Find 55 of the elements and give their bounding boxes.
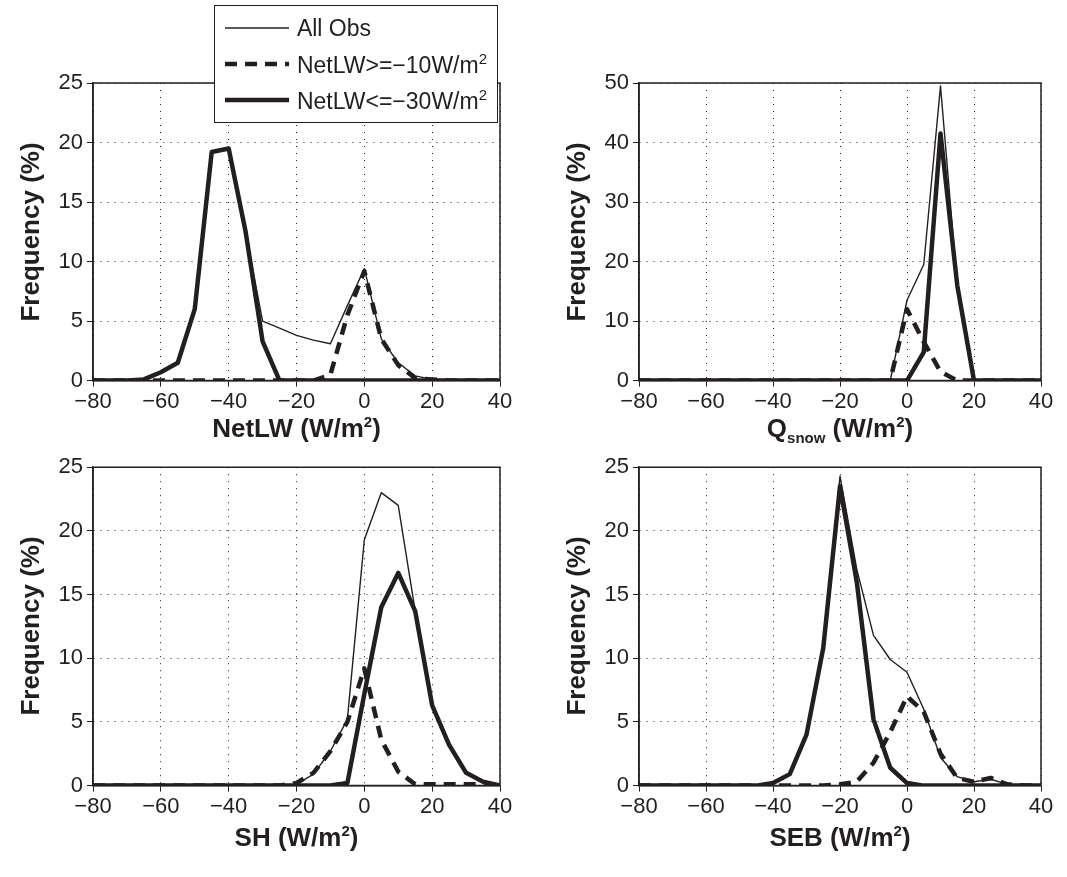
y-tick-label: 30 [604, 188, 629, 214]
y-tick-label: 5 [70, 307, 83, 333]
y-tick-label: 20 [58, 128, 83, 154]
y-tick-label: 20 [58, 516, 83, 542]
x-tick-label: 20 [419, 387, 445, 413]
x-tick-label: −20 [277, 792, 316, 818]
x-tick-label: −40 [754, 387, 792, 413]
y-axis-title: Frequency (%) [14, 536, 46, 716]
x-tick-label: 0 [358, 387, 371, 413]
x-tick-label: −40 [210, 387, 248, 413]
x-tick-label: 0 [900, 387, 914, 413]
x-tick-label: −40 [754, 792, 792, 818]
x-axis-title: SH (W/m$^{2}$) [233, 822, 360, 853]
y-tick-label: 25 [58, 69, 83, 95]
y-axis-title: Frequency (%) [14, 142, 46, 322]
x-tick-label: −20 [821, 387, 859, 413]
legend-label: NetLW<=−30W/m$^{2}$ [296, 85, 487, 115]
x-tick-label: −40 [210, 792, 248, 818]
y-tick-label: 5 [70, 707, 83, 733]
x-tick-label: −60 [687, 792, 725, 818]
y-tick-label: 15 [58, 188, 83, 214]
x-tick-label: −20 [821, 792, 859, 818]
y-axis-title: Frequency (%) [560, 142, 592, 322]
x-tick-label: 20 [419, 792, 445, 818]
x-tick-label: 40 [1028, 387, 1054, 413]
y-tick-label: 10 [604, 644, 629, 670]
x-tick-label: 0 [358, 792, 371, 818]
y-tick-label: 50 [604, 69, 629, 95]
x-axis-title: Q$_{snow}$ (W/m$^{2}$) [765, 413, 915, 447]
y-tick-label: 5 [616, 707, 629, 733]
y-tick-label: 40 [604, 128, 629, 154]
y-tick-label: 20 [604, 516, 629, 542]
x-tick-label: 40 [487, 792, 513, 818]
legend-label: NetLW>=−10W/m$^{2}$ [296, 49, 487, 79]
x-tick-label: −60 [142, 387, 180, 413]
y-tick-label: 15 [58, 580, 83, 606]
x-tick-label: −60 [687, 387, 725, 413]
x-axis-title: SEB (W/m$^{2}$) [768, 822, 912, 853]
y-tick-label: 10 [58, 247, 83, 273]
legend-label: All Obs [296, 14, 372, 42]
x-tick-label: 40 [487, 387, 513, 413]
y-tick-label: 10 [604, 307, 629, 333]
x-tick-label: 0 [900, 792, 914, 818]
x-tick-label: −60 [142, 792, 180, 818]
x-tick-label: −20 [277, 387, 316, 413]
y-tick-label: 25 [604, 453, 629, 479]
x-axis-title: NetLW (W/m$^{2}$) [211, 413, 382, 444]
y-tick-label: 20 [604, 247, 629, 273]
y-tick-label: 25 [58, 453, 83, 479]
y-tick-label: 10 [58, 644, 83, 670]
y-tick-label: 15 [604, 580, 629, 606]
x-tick-label: 20 [961, 792, 987, 818]
y-axis-title: Frequency (%) [560, 536, 592, 716]
x-tick-label: 20 [961, 387, 987, 413]
x-tick-label: 40 [1028, 792, 1054, 818]
